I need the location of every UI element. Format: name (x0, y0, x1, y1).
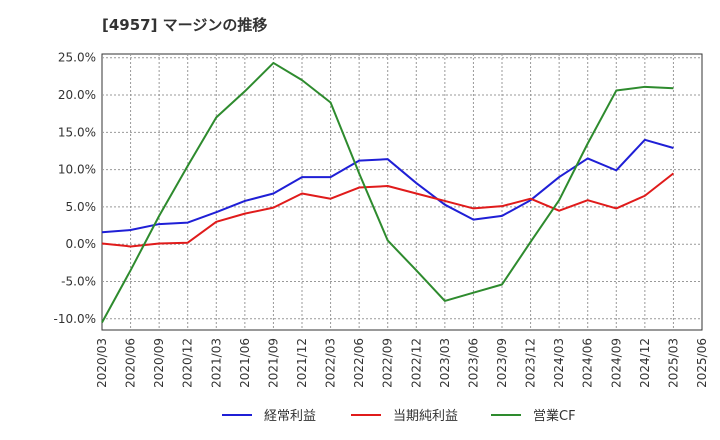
x-tick-label: 2024/06 (581, 338, 595, 388)
y-tick-label: 0.0% (66, 237, 97, 251)
series-line (101, 61, 674, 324)
y-tick-label: 10.0% (58, 163, 96, 177)
x-tick-label: 2020/06 (124, 338, 138, 388)
x-tick-label: 2021/06 (238, 338, 252, 388)
series-line (101, 172, 675, 248)
y-tick-label: 25.0% (58, 51, 96, 65)
x-tick-label: 2022/03 (324, 338, 338, 388)
x-axis: 2020/03 2020/06 2020/09 2020/12 2021/03 2021/… (95, 338, 709, 388)
x-tick-label: 2023/06 (466, 338, 480, 388)
x-tick-label: 2020/09 (152, 338, 166, 388)
chart-title: [4957] マージンの推移 (102, 16, 267, 34)
y-axis: 25.0% 20.0% 15.0% 10.0% 5.0% 0.0% -5.0% -10.0% (54, 51, 96, 326)
x-tick-label: 2021/12 (295, 338, 309, 388)
x-tick-label: 2020/12 (181, 338, 195, 388)
x-tick-label: 2024/03 (552, 338, 566, 388)
y-tick-label: 5.0% (66, 200, 97, 214)
y-tick-label: -5.0% (61, 275, 96, 289)
y-tick-label: 20.0% (58, 88, 96, 102)
x-tick-label: 2022/09 (381, 338, 395, 388)
legend-label: 当期純利益 (393, 409, 458, 424)
x-tick-label: 2021/09 (266, 338, 280, 388)
x-tick-label: 2022/12 (409, 338, 423, 388)
x-tick-label: 2024/09 (609, 338, 623, 388)
x-tick-label: 2023/12 (524, 338, 538, 388)
x-tick-label: 2024/12 (638, 338, 652, 388)
x-tick-label: 2020/03 (95, 338, 109, 388)
x-tick-label: 2025/06 (695, 338, 709, 388)
series-line (101, 138, 674, 234)
series-lines (101, 61, 675, 324)
x-tick-label: 2022/06 (352, 338, 366, 388)
x-tick-label: 2023/09 (495, 338, 509, 388)
x-tick-label: 2021/03 (209, 338, 223, 388)
x-tick-label: 2023/03 (438, 338, 452, 388)
legend-label: 経常利益 (264, 409, 316, 424)
y-tick-label: 15.0% (58, 125, 96, 139)
grid (102, 54, 702, 330)
plot-area (101, 53, 703, 331)
legend: 経常利益 当期純利益 営業CF (222, 408, 576, 424)
legend-label: 営業CF (533, 408, 576, 424)
x-tick-label: 2025/03 (666, 338, 680, 388)
y-tick-label: -10.0% (54, 312, 96, 326)
